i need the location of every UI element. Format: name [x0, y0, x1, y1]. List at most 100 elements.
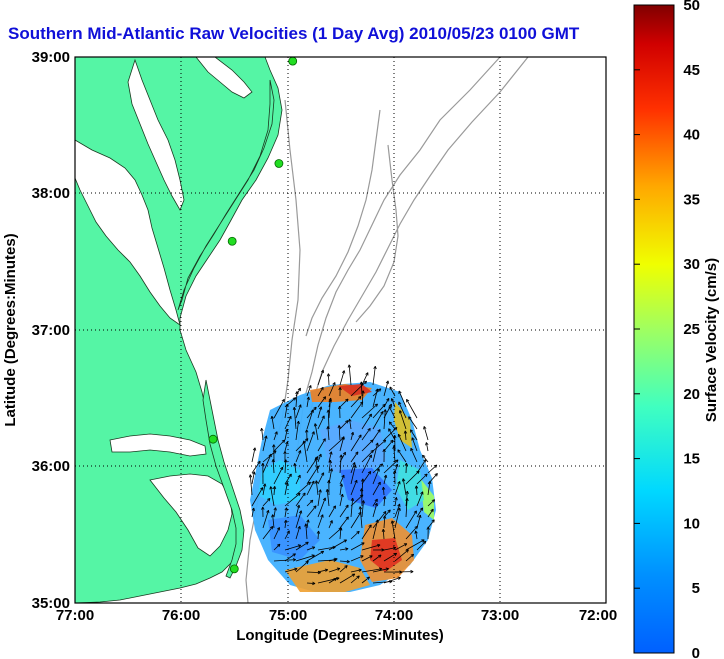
velocity-vector-head — [398, 390, 402, 394]
colorbar-tick-label: 15 — [683, 451, 700, 468]
velocity-vector — [408, 416, 418, 430]
velocity-vector — [405, 539, 425, 551]
velocity-vector-head — [360, 478, 365, 482]
velocity-vector-head — [363, 380, 367, 385]
velocity-vector — [411, 437, 418, 452]
velocity-vector-head — [297, 544, 302, 548]
velocity-vector-head — [419, 507, 424, 511]
velocity-vector-head — [318, 406, 323, 410]
velocity-vector — [415, 530, 418, 540]
velocity-vector-head — [324, 568, 329, 572]
velocity-vector — [393, 446, 396, 463]
colorbar-tick-label: 40 — [683, 127, 700, 144]
velocity-vector-head — [326, 409, 330, 413]
velocity-vector-head — [377, 543, 381, 548]
radar-station-marker — [208, 434, 218, 444]
velocity-vector-head — [272, 444, 276, 448]
velocity-vector — [271, 416, 275, 430]
velocity-vector — [372, 568, 389, 573]
velocity-vector — [416, 491, 424, 507]
x-tick-label: 74:00 — [375, 607, 413, 624]
velocity-vector-head — [422, 454, 426, 459]
velocity-vector — [382, 529, 385, 540]
velocity-vector — [350, 542, 365, 551]
radar-station-marker — [288, 56, 298, 66]
velocity-vector-head — [367, 470, 372, 475]
velocity-vector — [383, 577, 401, 584]
velocity-vector — [295, 510, 302, 529]
velocity-vector — [315, 457, 319, 474]
velocity-vector-head — [381, 548, 385, 552]
velocity-vector-head — [416, 470, 420, 474]
velocity-vector-head — [369, 555, 373, 559]
velocity-vector — [327, 373, 330, 386]
velocity-vector-head — [285, 428, 289, 432]
velocity-vector-head — [261, 462, 265, 466]
velocity-vector-head — [392, 470, 397, 474]
velocity-vector-head — [404, 462, 409, 467]
velocity-vector-head — [283, 519, 288, 524]
velocity-vector-head — [367, 427, 371, 432]
velocity-vector-head — [348, 418, 352, 422]
velocity-vector — [382, 486, 385, 496]
velocity-vector-head — [320, 550, 325, 555]
velocity-vector-head — [398, 410, 403, 414]
velocity-vector-head — [423, 459, 427, 463]
velocity-vector-head — [422, 540, 427, 545]
velocity-vector — [350, 464, 356, 485]
x-tick-label: 72:00 — [579, 607, 617, 624]
velocity-vector — [405, 510, 417, 529]
velocity-vector-head — [251, 507, 255, 512]
velocity-vector — [317, 497, 326, 518]
velocity-vector — [317, 386, 324, 397]
velocity-vector-head — [397, 433, 401, 438]
velocity-vector — [372, 442, 379, 463]
velocity-vector-head — [368, 454, 372, 458]
velocity-vector — [410, 447, 418, 463]
velocity-vector — [328, 399, 331, 419]
velocity-vector-head — [269, 486, 273, 490]
velocity-vector-head — [307, 481, 311, 486]
velocity-vector — [284, 553, 296, 562]
velocity-vector-head — [316, 530, 321, 534]
velocity-vector — [273, 559, 296, 562]
velocity-vector — [273, 507, 277, 518]
velocity-vector — [339, 560, 350, 563]
velocity-vector-head — [344, 565, 348, 569]
velocity-vector — [383, 515, 386, 529]
velocity-vector — [284, 520, 287, 529]
velocity-vector-head — [333, 577, 337, 582]
velocity-vector-head — [410, 429, 414, 433]
velocity-vector — [272, 459, 275, 474]
velocity-vector — [317, 569, 328, 573]
velocity-vector-head — [393, 427, 398, 431]
velocity-vector-head — [410, 447, 414, 452]
velocity-vector — [361, 500, 364, 518]
velocity-vector — [295, 492, 306, 507]
velocity-vector — [306, 396, 310, 408]
velocity-vector — [295, 560, 309, 573]
velocity-vector-head — [298, 450, 302, 454]
chesapeake-bay — [74, 139, 181, 326]
velocity-vector — [361, 478, 364, 496]
velocity-vector — [350, 479, 358, 496]
velocity-vector-head — [385, 380, 390, 384]
colorbar-tick-label: 35 — [683, 191, 700, 208]
velocity-vector-head — [418, 514, 422, 519]
velocity-vector — [427, 519, 435, 529]
colorbar-tick-label: 20 — [683, 386, 700, 403]
velocity-vector — [284, 441, 288, 452]
velocity-vector — [383, 496, 386, 507]
velocity-vector-head — [343, 539, 347, 543]
velocity-vector — [398, 433, 407, 452]
colorbar-tick-label: 0 — [692, 645, 700, 659]
velocity-vector-head — [360, 555, 364, 559]
velocity-vector-head — [373, 365, 377, 370]
velocity-vector-head — [358, 568, 362, 572]
velocity-vector-head — [288, 473, 292, 478]
velocity-patch — [340, 468, 392, 508]
velocity-vector-head — [297, 474, 301, 479]
velocity-vector — [295, 526, 301, 540]
velocity-vector-head — [284, 507, 288, 511]
